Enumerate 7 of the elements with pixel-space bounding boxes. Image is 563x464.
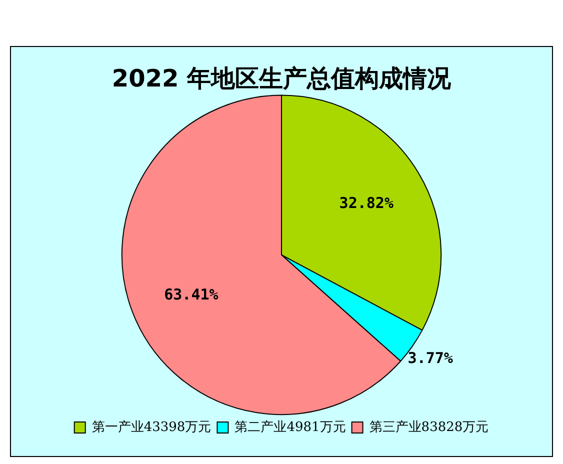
data-label: 63.41% [164,285,218,304]
legend-label: 第三产业83828万元 [369,420,489,435]
chart-title: 2022 年地区生产总值构成情况 [112,64,452,93]
legend-label: 第二产业4981万元 [234,420,346,435]
data-label: 3.77% [408,348,453,367]
data-label: 32.82% [339,194,394,212]
legend-label: 第一产业43398万元 [92,420,212,435]
